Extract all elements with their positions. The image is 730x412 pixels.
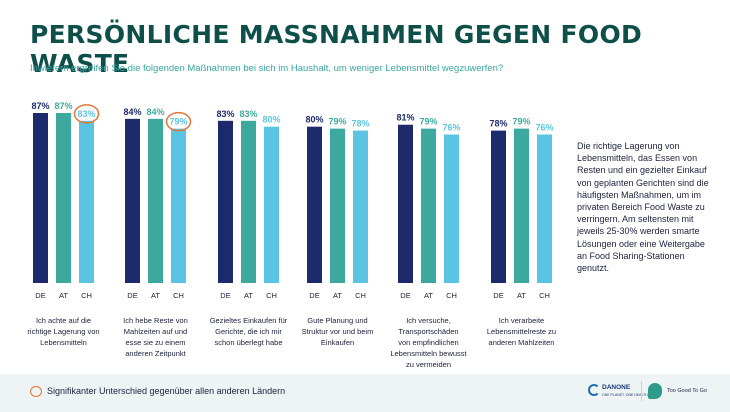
bar-DE — [307, 126, 322, 283]
danone-logo: DANONE ONE PLANET. ONE HEALTH — [588, 382, 648, 404]
x-tick-label: AT — [151, 291, 160, 300]
category-label: richtige Lagerung von — [27, 327, 99, 336]
chart-title: PERSÖNLICHE MASSNAHMEN GEGEN FOOD WASTE — [30, 20, 643, 78]
category-label: esse sie zu einem — [125, 338, 185, 347]
bar-AT — [330, 128, 345, 283]
x-tick-label: AT — [333, 291, 342, 300]
data-label: 80% — [305, 115, 323, 125]
x-tick-label: DE — [220, 291, 230, 300]
bar-chart: 87% DE 87% AT 83% CH Ich achte auf die richtige… — [27, 101, 556, 369]
data-label: 79% — [169, 117, 187, 127]
footer — [0, 374, 730, 412]
x-tick-label: CH — [355, 291, 366, 300]
category-label: Struktur vor und beim — [302, 327, 374, 336]
category-label: anderen Zeitpunkt — [125, 349, 186, 358]
bar-AT — [148, 118, 163, 284]
category-label: Gute Planung und — [307, 316, 367, 325]
category-label: Lebensmitteln — [40, 338, 87, 347]
x-tick-label: CH — [81, 291, 92, 300]
x-tick-label: AT — [59, 291, 68, 300]
bar-DE — [398, 124, 413, 283]
bar-CH — [171, 128, 186, 283]
category-label: Gerichte, die ich mir — [215, 327, 282, 336]
data-label: 87% — [31, 101, 49, 111]
danone-name: DANONE — [602, 384, 631, 391]
bar-DE — [491, 130, 506, 283]
significance-circle-icon — [30, 386, 42, 397]
danone-tagline: ONE PLANET. ONE HEALTH — [602, 393, 648, 397]
significance-circle — [73, 104, 100, 124]
data-label: 79% — [328, 117, 346, 127]
bar-CH — [444, 134, 459, 283]
category-label: Gezieltes Einkaufen für — [210, 316, 288, 325]
category-label: Mahlzeiten auf und — [124, 327, 187, 336]
bar-CH — [537, 134, 552, 283]
category-label: Ich achte auf die — [36, 316, 91, 325]
data-label: 78% — [351, 119, 369, 129]
x-tick-label: CH — [539, 291, 550, 300]
category-label: Ich verarbeite — [499, 316, 544, 325]
data-label: 76% — [535, 122, 553, 132]
bar-CH — [79, 120, 94, 283]
category-label: von empfindlichen — [398, 338, 458, 347]
data-label: 84% — [146, 107, 164, 117]
bar-AT — [241, 120, 256, 283]
category-label: schon überlegt habe — [215, 338, 283, 347]
category-label: Einkaufen — [321, 338, 354, 347]
category-label: Ich versuche, — [406, 316, 451, 325]
bar-AT — [421, 128, 436, 283]
category-label: Lebensmitteln bewusst — [390, 349, 467, 358]
data-label: 83% — [77, 109, 95, 119]
data-label: 84% — [123, 107, 141, 117]
summary-note: Die richtige Lagerung von Lebensmitteln,… — [577, 141, 709, 274]
category-label: Transportschäden — [398, 327, 458, 336]
x-tick-label: DE — [35, 291, 45, 300]
x-tick-label: DE — [400, 291, 410, 300]
x-tick-label: CH — [446, 291, 457, 300]
x-tick-label: CH — [173, 291, 184, 300]
category-label: anderen Mahlzeiten — [489, 338, 555, 347]
legend-label: Signifikanter Unterschied gegenüber alle… — [47, 386, 286, 396]
data-label: 83% — [239, 109, 257, 119]
x-tick-label: AT — [517, 291, 526, 300]
data-label: 79% — [512, 117, 530, 127]
bar-AT — [56, 113, 71, 283]
data-label: 76% — [442, 122, 460, 132]
data-label: 87% — [54, 101, 72, 111]
data-label: 78% — [489, 119, 507, 129]
category-label: Ich hebe Reste von — [123, 316, 188, 325]
bar-DE — [33, 113, 48, 283]
too-good-to-go-leaf-icon — [648, 383, 662, 399]
significance-circle — [165, 111, 192, 132]
bar-AT — [514, 128, 529, 283]
bar-DE — [218, 120, 233, 283]
x-tick-label: DE — [127, 291, 137, 300]
category-label: Lebensmittelreste zu — [487, 327, 556, 336]
x-tick-label: CH — [266, 291, 277, 300]
danone-swirl-icon — [588, 384, 600, 396]
data-label: 81% — [396, 113, 414, 123]
data-label: 80% — [262, 115, 280, 125]
data-label: 79% — [419, 117, 437, 127]
bar-CH — [264, 126, 279, 283]
x-tick-label: DE — [309, 291, 319, 300]
x-tick-label: AT — [244, 291, 253, 300]
data-label: 83% — [216, 109, 234, 119]
chart-subtitle: Inwiefern ergreifen Sie die folgenden Ma… — [30, 63, 504, 74]
logo-divider — [641, 381, 642, 401]
x-tick-label: AT — [424, 291, 433, 300]
x-tick-label: DE — [493, 291, 503, 300]
bar-CH — [353, 130, 368, 283]
category-label: zu vermeiden — [406, 360, 451, 369]
too-good-to-go-name: Too Good To Go — [667, 388, 707, 394]
bar-DE — [125, 118, 140, 284]
